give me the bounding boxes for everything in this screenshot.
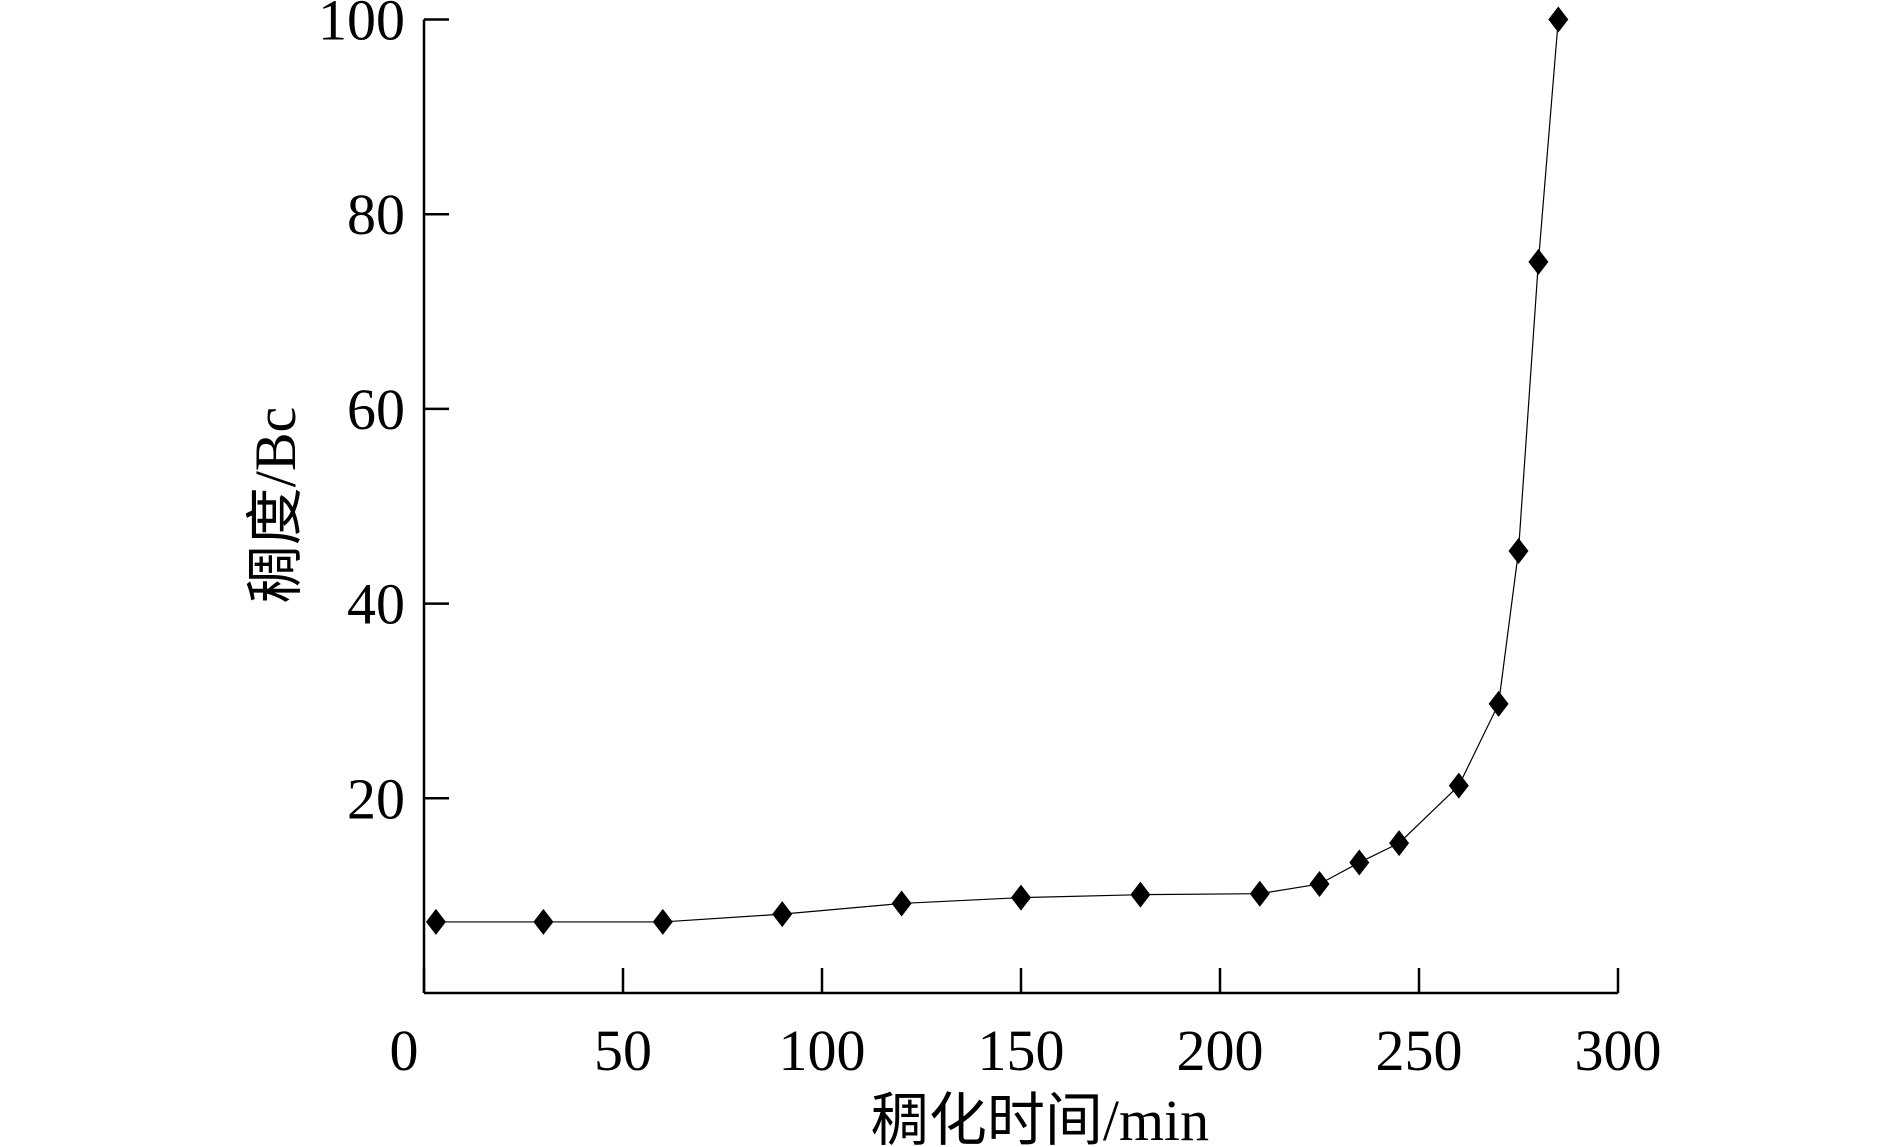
x-tick-label: 0: [390, 1018, 419, 1083]
data-point: [1130, 881, 1151, 908]
data-point: [1508, 538, 1529, 565]
y-axis-label: 稠度/Bc: [243, 407, 308, 604]
y-tick-label: 60: [347, 377, 405, 442]
x-tick-label: 250: [1376, 1018, 1463, 1083]
y-tick-label: 80: [347, 182, 405, 247]
x-tick-label: 100: [779, 1018, 866, 1083]
data-point: [1349, 849, 1370, 876]
data-point: [1548, 6, 1569, 33]
data-point: [1309, 870, 1330, 897]
series: [425, 6, 1569, 935]
y-tick-label: 100: [318, 0, 405, 53]
data-point: [1249, 880, 1270, 907]
x-tick-label: 50: [594, 1018, 652, 1083]
series-line: [435, 19, 1559, 923]
y-tick-label: 40: [347, 572, 405, 637]
data-point: [1528, 248, 1549, 275]
x-tick-label: 200: [1177, 1018, 1264, 1083]
data-point: [1011, 884, 1031, 911]
x-tick-label: 300: [1575, 1018, 1662, 1083]
x-axis-label: 稠化时间/min: [871, 1088, 1209, 1147]
data-point: [1448, 772, 1469, 799]
data-point: [891, 890, 912, 917]
data-point: [1389, 830, 1410, 857]
ticks: 0 50 100 150 200 250 300 20 40 60 80 100: [318, 0, 1662, 1083]
data-point: [533, 908, 554, 935]
data-point: [652, 908, 673, 935]
data-point: [1488, 690, 1509, 717]
data-point: [772, 901, 793, 928]
x-tick-label: 150: [978, 1018, 1065, 1083]
data-point: [425, 908, 446, 935]
axes: [422, 19, 1618, 995]
y-tick-label: 20: [347, 766, 405, 831]
